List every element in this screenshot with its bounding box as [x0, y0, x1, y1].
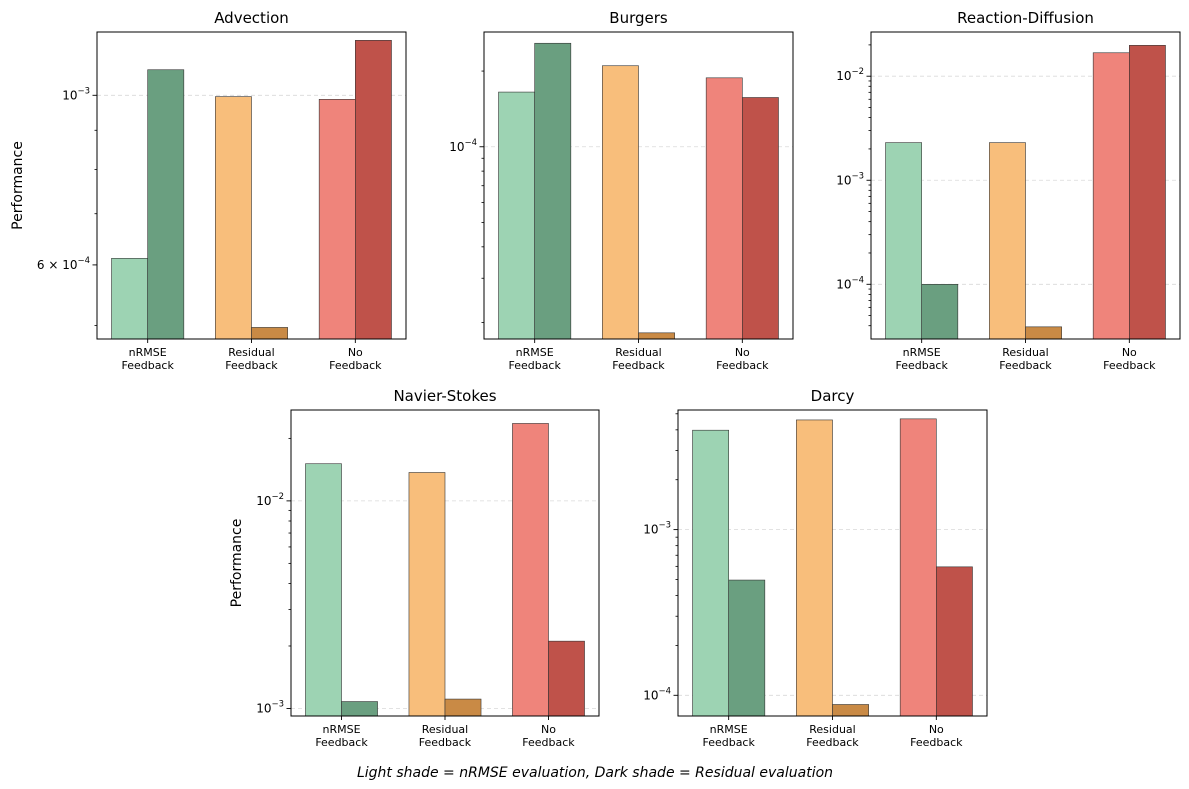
- y-tick-label: 6 × 10−4: [37, 256, 90, 272]
- y-tick-label: 10−2: [836, 67, 864, 83]
- panel-title: Reaction-Diffusion: [957, 9, 1094, 27]
- bar-nrmse-feedback-nrmse-eval: [305, 463, 342, 717]
- bar-residual-feedback-nrmse-eval: [602, 65, 639, 340]
- bar-no-feedback-residual-eval: [936, 566, 973, 717]
- x-tick-label-nrmse-feedback: nRMSE Feedback: [895, 346, 948, 372]
- y-tick-label: 10−3: [836, 171, 864, 187]
- x-tick-label-nrmse-feedback: nRMSE Feedback: [702, 723, 755, 749]
- bar-nrmse-feedback-residual-eval: [921, 283, 959, 340]
- bar-nrmse-feedback-nrmse-eval: [111, 258, 148, 340]
- bar-nrmse-feedback-nrmse-eval: [692, 429, 729, 717]
- y-tick-label: 10−3: [643, 521, 671, 537]
- bar-residual-feedback-residual-eval: [251, 327, 288, 340]
- bar-no-feedback-nrmse-eval: [1092, 52, 1130, 340]
- x-tick-label-nrmse-feedback: nRMSE Feedback: [121, 346, 174, 372]
- y-axis-label: Performance: [10, 141, 26, 230]
- bar-no-feedback-nrmse-eval: [705, 77, 743, 340]
- x-tick-label-no-feedback: No Feedback: [716, 346, 769, 372]
- bar-residual-feedback-nrmse-eval: [796, 419, 833, 717]
- bar-residual-feedback-nrmse-eval: [989, 142, 1026, 340]
- y-tick-label: 10−3: [256, 699, 284, 715]
- y-tick-label: 10−4: [836, 275, 864, 291]
- panel-advection: 10−3 6 × 10−4 nRMSE Feedback Residual Feedbac…: [10, 9, 407, 372]
- x-tick-label-residual-feedback: Residual Feedback: [806, 723, 859, 749]
- panel-darcy: 10−3 10−4 nRMSE Feedback Residual Feedback No F…: [643, 387, 988, 749]
- bar-residual-feedback-nrmse-eval: [408, 472, 446, 717]
- x-tick-label-no-feedback: No Feedback: [1103, 346, 1156, 372]
- bar-no-feedback-residual-eval: [355, 40, 392, 340]
- bar-nrmse-feedback-nrmse-eval: [498, 91, 535, 340]
- bar-nrmse-feedback-residual-eval: [147, 69, 185, 340]
- x-tick-label-nrmse-feedback: nRMSE Feedback: [315, 723, 368, 749]
- bar-no-feedback-nrmse-eval: [512, 423, 549, 717]
- figure-caption: Light shade = nRMSE evaluation, Dark sha…: [357, 765, 833, 781]
- y-tick-label: 10−2: [256, 492, 284, 508]
- bar-residual-feedback-residual-eval: [638, 332, 675, 340]
- bar-residual-feedback-nrmse-eval: [215, 96, 252, 340]
- x-tick-label-residual-feedback: Residual Feedback: [419, 723, 472, 749]
- bar-no-feedback-nrmse-eval: [899, 418, 937, 717]
- panel-burgers: 10−4 nRMSE Feedback Residual Feedback No Feedb…: [449, 9, 794, 372]
- x-tick-label-residual-feedback: Residual Feedback: [999, 346, 1052, 372]
- x-tick-label-no-feedback: No Feedback: [329, 346, 382, 372]
- bar-nrmse-feedback-residual-eval: [728, 579, 766, 717]
- bar-no-feedback-residual-eval: [548, 640, 585, 717]
- panel-reaction-diffusion: 10−2 10−3 10−4 nRMSE Feedback Residual Feedbac…: [836, 9, 1181, 372]
- x-tick-label-nrmse-feedback: nRMSE Feedback: [508, 346, 561, 372]
- bar-residual-feedback-residual-eval: [832, 704, 869, 717]
- bar-nrmse-feedback-residual-eval: [341, 701, 378, 717]
- y-tick-label: 10−4: [449, 138, 477, 154]
- x-tick-label-no-feedback: No Feedback: [910, 723, 963, 749]
- y-tick-label: 10−3: [62, 86, 90, 102]
- bar-no-feedback-residual-eval: [1129, 45, 1166, 340]
- panel-title: Darcy: [811, 387, 855, 405]
- x-tick-label-no-feedback: No Feedback: [522, 723, 575, 749]
- panel-navier-stokes: 10−2 10−3 nRMSE Feedback Residual Feedback No F…: [229, 387, 600, 749]
- y-tick-label: 10−4: [643, 686, 671, 702]
- bar-no-feedback-residual-eval: [742, 97, 779, 340]
- x-tick-label-residual-feedback: Residual Feedback: [612, 346, 665, 372]
- panel-title: Navier-Stokes: [393, 387, 496, 405]
- bar-residual-feedback-residual-eval: [1025, 326, 1062, 340]
- bar-residual-feedback-residual-eval: [444, 698, 482, 717]
- x-tick-label-residual-feedback: Residual Feedback: [225, 346, 278, 372]
- y-axis-label: Performance: [229, 519, 245, 608]
- bar-nrmse-feedback-residual-eval: [534, 42, 572, 340]
- bar-no-feedback-nrmse-eval: [318, 99, 356, 340]
- panel-title: Advection: [214, 9, 289, 27]
- bar-nrmse-feedback-nrmse-eval: [885, 142, 922, 340]
- panel-title: Burgers: [609, 9, 668, 27]
